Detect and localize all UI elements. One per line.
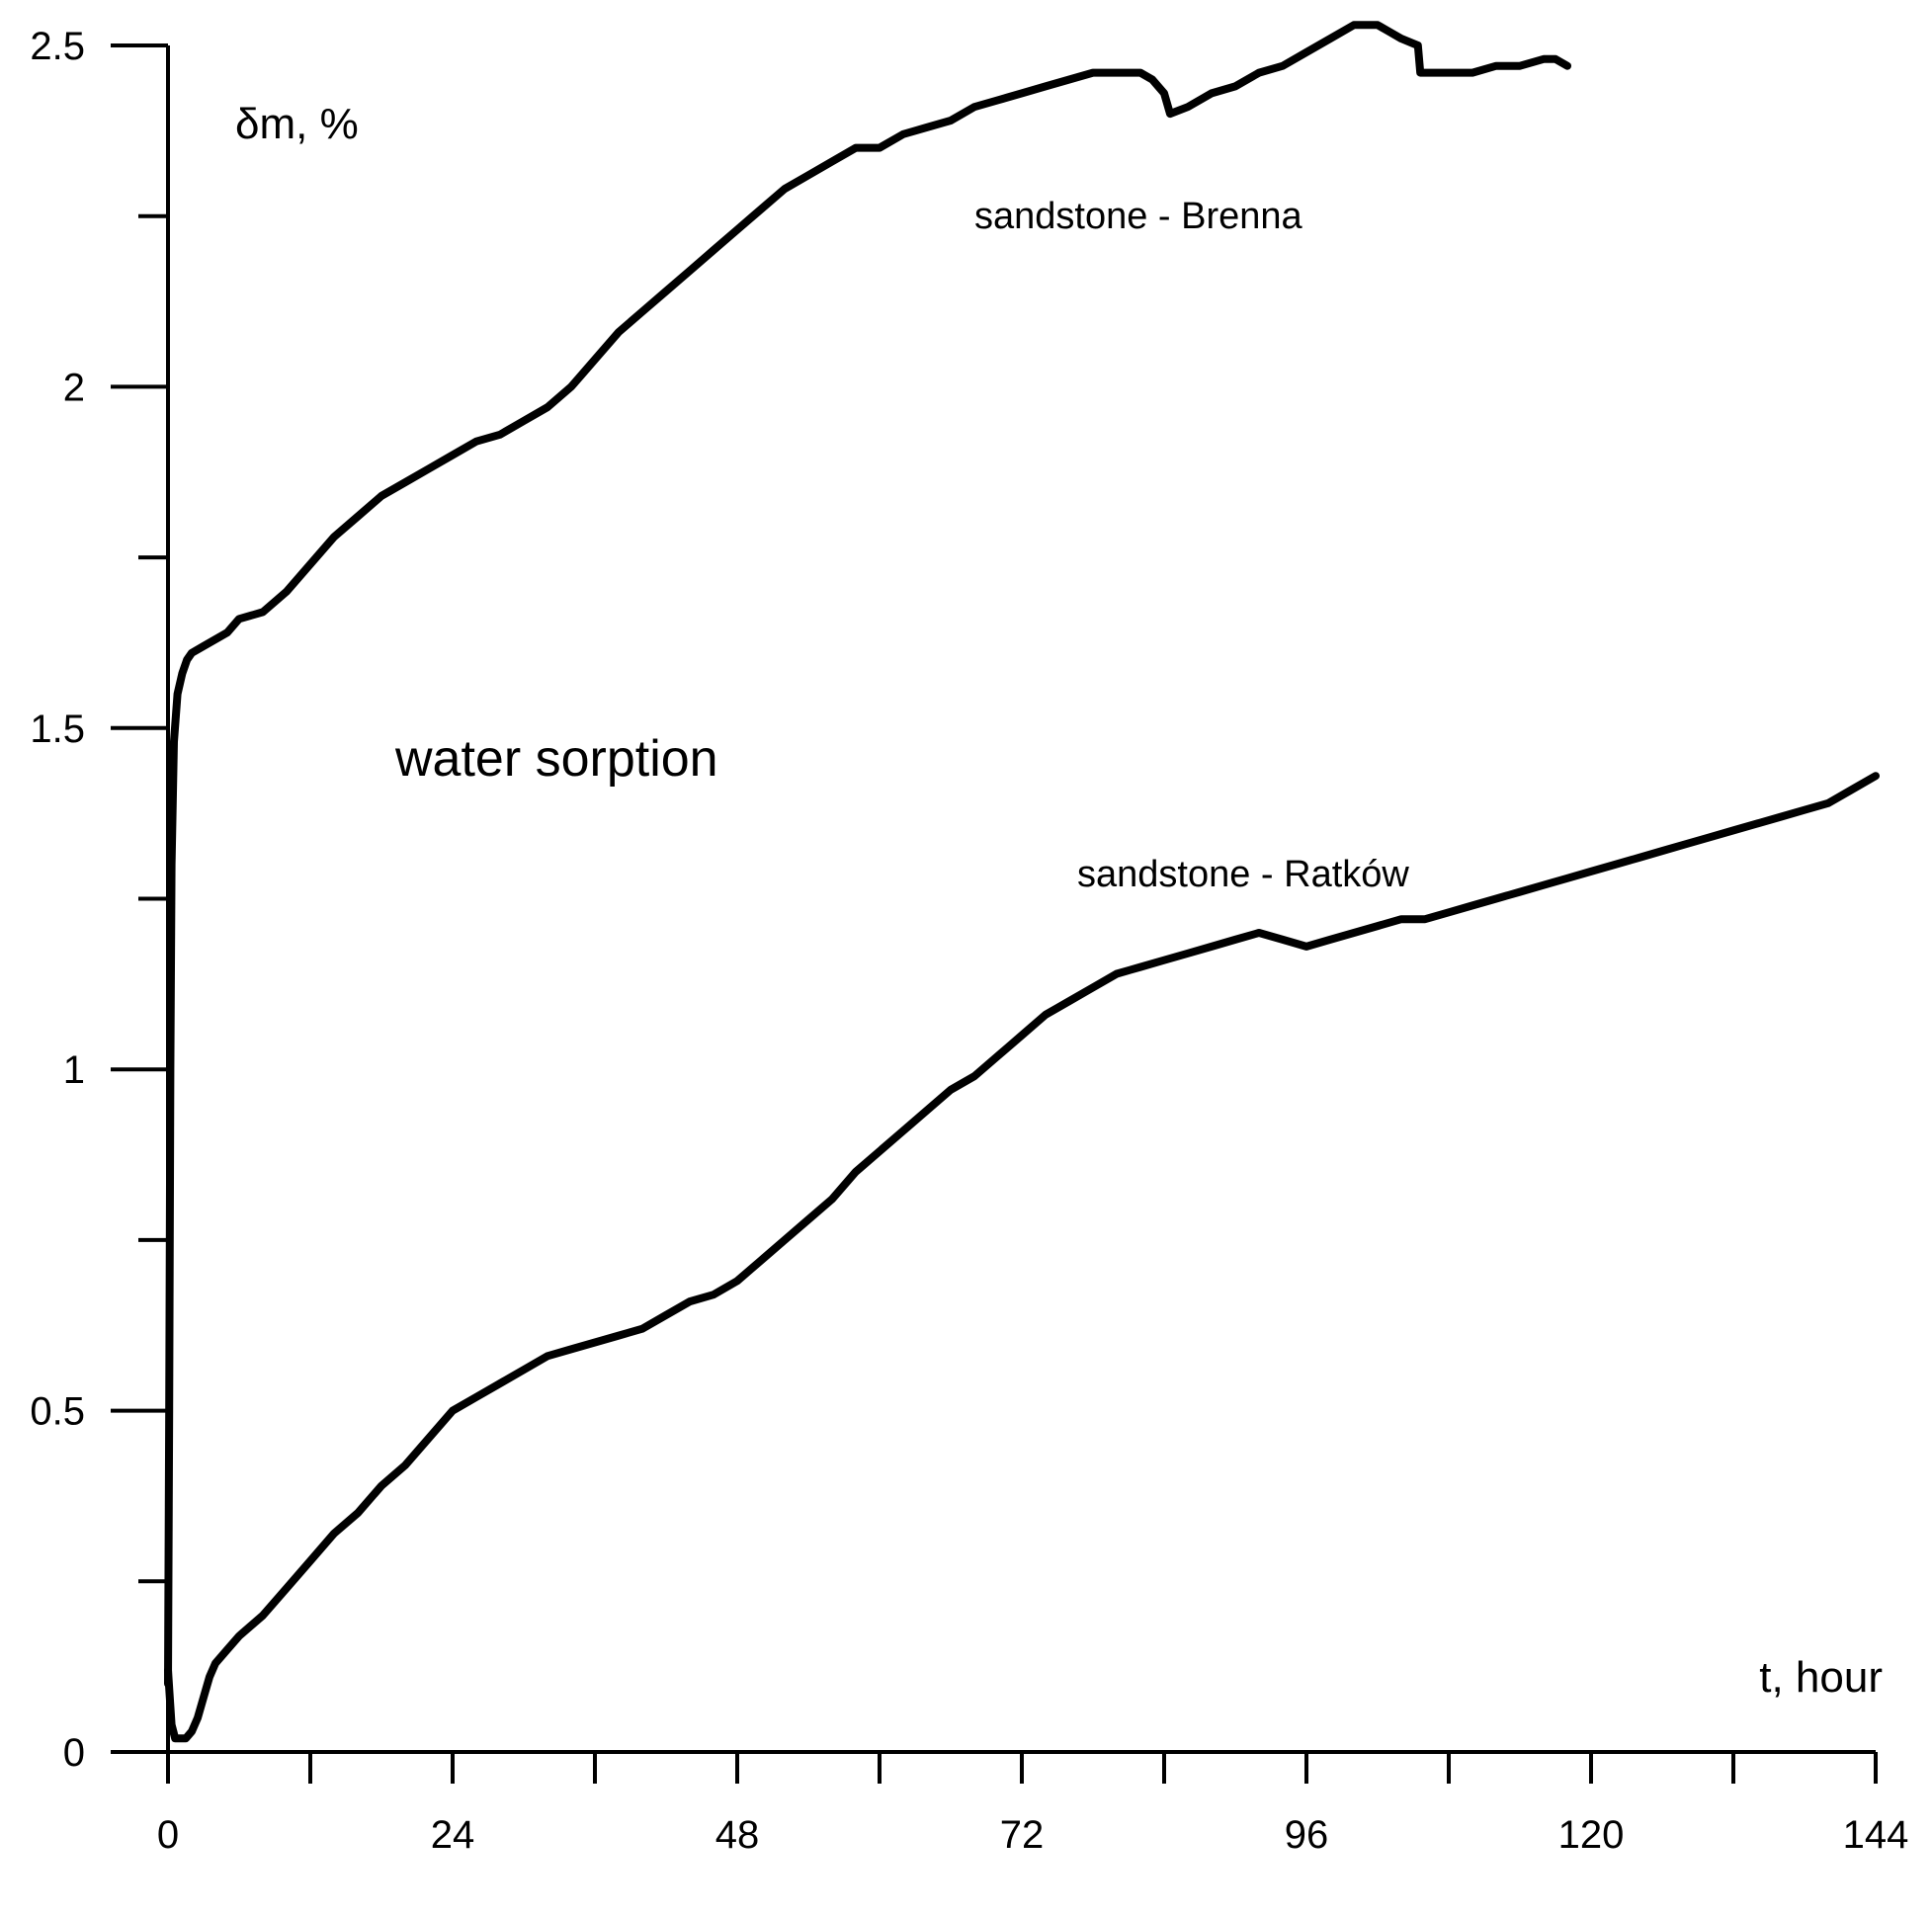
series-label-brenna: sandstone - Brenna bbox=[974, 196, 1303, 237]
y-tick-label: 2.5 bbox=[30, 25, 85, 68]
x-tick-label: 24 bbox=[431, 1813, 475, 1857]
axes: 0 24 48 72 96 120 144 0 0.5 1 1.5 2 2.5 bbox=[30, 25, 1908, 1857]
x-tick-label: 48 bbox=[715, 1813, 760, 1857]
series-label-ratkow: sandstone - Ratków bbox=[1077, 854, 1409, 895]
y-tick-label: 0.5 bbox=[30, 1390, 85, 1434]
y-ticks: 0 0.5 1 1.5 2 2.5 bbox=[30, 25, 168, 1775]
y-tick-label: 1 bbox=[63, 1048, 85, 1092]
x-tick-label: 144 bbox=[1843, 1813, 1909, 1857]
x-ticks: 0 24 48 72 96 120 144 bbox=[157, 1752, 1909, 1857]
x-axis-title: t, hour bbox=[1759, 1653, 1883, 1702]
x-tick-label: 0 bbox=[157, 1813, 179, 1857]
series-line-ratkow bbox=[164, 772, 1880, 1743]
x-tick-label: 96 bbox=[1285, 1813, 1329, 1857]
y-tick-label: 2 bbox=[63, 366, 85, 409]
y-axis-title: δm, % bbox=[235, 100, 359, 148]
y-tick-label: 1.5 bbox=[30, 708, 85, 751]
y-tick-label: 0 bbox=[63, 1731, 85, 1775]
x-tick-label: 72 bbox=[1000, 1813, 1045, 1857]
chart-annotation: water sorption bbox=[394, 730, 718, 788]
series-line-brenna bbox=[164, 21, 1571, 1688]
series-group bbox=[164, 21, 1880, 1743]
x-tick-label: 120 bbox=[1558, 1813, 1625, 1857]
